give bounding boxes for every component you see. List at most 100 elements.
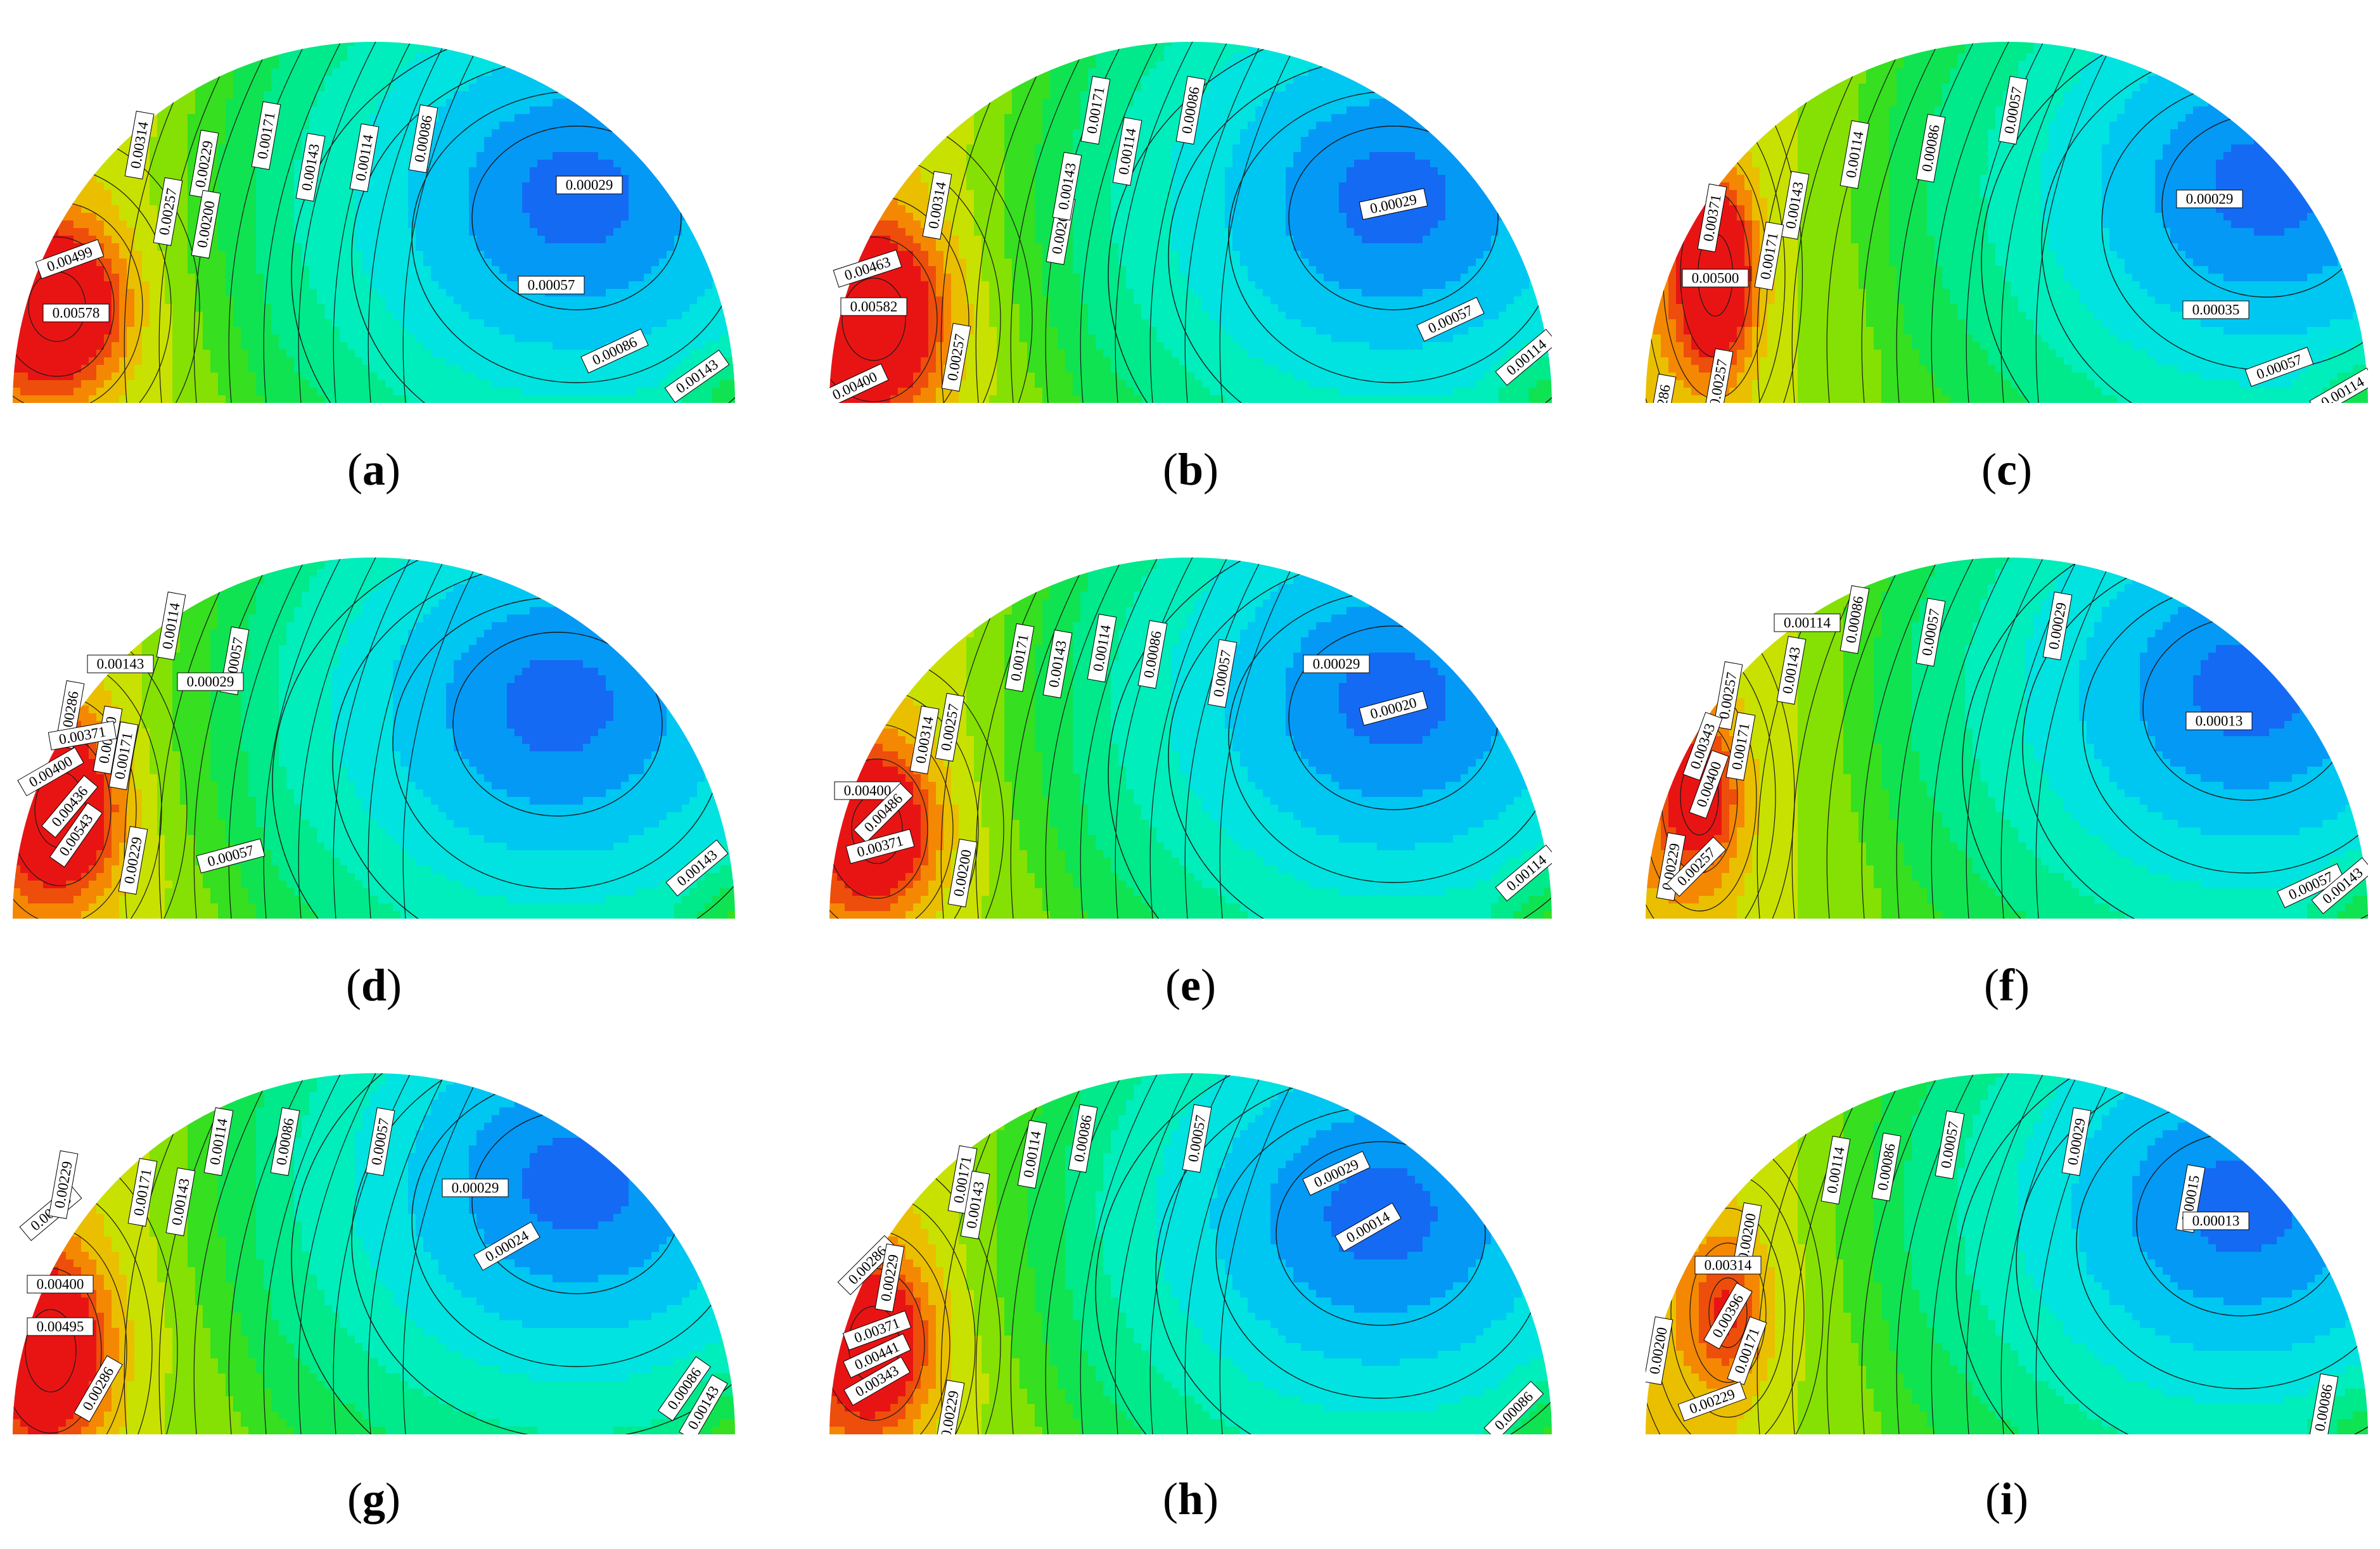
isoline: [333, 42, 425, 403]
isoline: [402, 558, 495, 919]
isoline: [1861, 558, 1954, 919]
caption-letter: e: [1180, 960, 1201, 1010]
panel-caption-b: (b): [1096, 443, 1286, 496]
isoline: [1045, 1073, 1137, 1434]
contour-label: 0.00400: [834, 781, 901, 800]
contour-label: 0.00029: [2176, 189, 2243, 208]
isoline: [2016, 1073, 2368, 1434]
isoline: [1288, 125, 1499, 310]
isoline: [2035, 1073, 2128, 1434]
contour-label: 0.00029: [556, 175, 623, 194]
contour-label-text: 0.00114: [1784, 615, 1831, 631]
contour-label: 0.00143: [87, 654, 154, 673]
contour-label: 0.00229: [118, 825, 148, 895]
caption-letter: f: [1999, 960, 2014, 1010]
isoline: [291, 42, 735, 403]
isoline: [829, 236, 938, 402]
caption-letter: c: [1997, 444, 2017, 495]
contour-label: 0.00495: [27, 1317, 94, 1336]
isoline: [2000, 558, 2093, 919]
contour-panel-h: 0.00171 0.00143 0.00114 0.00086 0.00057 0.000…: [829, 1047, 1552, 1434]
isoline: [1861, 1073, 1954, 1434]
isoline: [1896, 558, 1988, 919]
contour-label-text: 0.00400: [844, 783, 892, 799]
contour-label-text: 0.00314: [1705, 1258, 1752, 1273]
isoline: [1080, 558, 1172, 919]
contour-plot-e: 0.00171 0.00143 0.00114 0.00086 0.00057 0.000…: [829, 558, 1552, 919]
isoline: [298, 42, 390, 403]
contour-field: [1646, 42, 2368, 403]
contour-field: [1646, 558, 2368, 919]
isoline: [228, 42, 321, 403]
isoline: [2022, 558, 2368, 919]
isoline: [1184, 558, 1277, 919]
isoline: [25, 1309, 77, 1393]
isoline: [1896, 1073, 1988, 1434]
isoline: [1826, 1073, 1919, 1434]
isoline: [1184, 1073, 1277, 1434]
contour-label-text: 0.00035: [2192, 302, 2240, 318]
isoline: [1219, 1073, 1312, 1434]
contour-label: 0.00143: [165, 1167, 196, 1237]
contour-label: 0.00057: [365, 1107, 395, 1176]
contour-panel-f: 0.00114 0.00086 0.00057 0.00029 0.00013 0.000…: [1646, 531, 2368, 919]
isoline: [1931, 1073, 2023, 1434]
isoline: [1966, 558, 2058, 919]
isoline: [1219, 558, 1312, 919]
isoline: [291, 1073, 735, 1434]
panel-caption-i: (i): [1912, 1473, 2102, 1526]
isoline: [841, 277, 906, 361]
panel-caption-d: (d): [279, 959, 469, 1012]
isoline: [1115, 1073, 1207, 1434]
isoline: [2000, 1073, 2093, 1434]
isoline: [263, 1073, 355, 1434]
isoline: [228, 1073, 321, 1434]
panel-caption-a: (a): [279, 443, 469, 496]
contour-label: 0.00029: [442, 1178, 509, 1197]
isoline: [1115, 558, 1207, 919]
contour-label-text: 0.00582: [850, 299, 898, 315]
contour-label: 0.00086: [1137, 620, 1168, 689]
isoline: [1962, 558, 2368, 919]
isoline: [1045, 558, 1137, 919]
contour-panel-c: 0.00143 0.00114 0.00086 0.00057 0.00029 0.000…: [1646, 15, 2368, 403]
contour-label-text: 0.00143: [97, 656, 144, 672]
caption-letter: a: [362, 444, 385, 495]
contour-label-text: 0.00013: [2192, 1213, 2240, 1229]
isoline: [1155, 1073, 1552, 1434]
contour-panel-g: 0.00171 0.00143 0.00114 0.00086 0.00057 0.000…: [13, 1047, 735, 1434]
contour-label-text: 0.00495: [37, 1319, 84, 1335]
caption-letter: d: [361, 960, 387, 1010]
isoline: [368, 1073, 460, 1434]
isoline: [1149, 42, 1242, 403]
isoline: [1080, 1073, 1172, 1434]
isoline: [1149, 558, 1242, 919]
contour-label-text: 0.00029: [2186, 191, 2234, 207]
isoline: [1184, 42, 1277, 403]
isoline: [1931, 42, 2023, 403]
contour-label: 0.00314: [1694, 1256, 1762, 1275]
contour-plot-f: 0.00114 0.00086 0.00057 0.000290.000130.000…: [1646, 558, 2368, 919]
contour-label: 0.00578: [42, 303, 110, 322]
isoline: [368, 42, 460, 403]
panel-caption-e: (e): [1096, 959, 1286, 1012]
isoline: [1080, 42, 1172, 403]
contour-field: [829, 1073, 1552, 1434]
contour-plot-a: 0.003140.002570.002290.002000.001710.001…: [13, 42, 735, 403]
contour-label-text: 0.00013: [2196, 713, 2243, 729]
panel-caption-c: (c): [1912, 443, 2102, 496]
panel-caption-f: (f): [1912, 959, 2102, 1012]
contour-panel-a: 0.00314 0.00257 0.00229 0.00200 0.00171 0.001…: [13, 15, 735, 403]
contour-label-text: 0.00057: [528, 277, 575, 293]
isoline: [1931, 558, 2023, 919]
isoline: [1010, 42, 1103, 403]
isoline: [1168, 558, 1552, 919]
isoline: [1010, 1073, 1103, 1434]
contour-panel-i: 0.00114 0.00086 0.00057 0.00029 0.00015 0.000…: [1646, 1047, 2368, 1434]
contour-label-text: 0.00029: [1313, 656, 1360, 672]
isoline: [452, 632, 663, 817]
isoline: [193, 558, 286, 919]
isoline: [1276, 1141, 1486, 1326]
contour-label: 0.00013: [2182, 1211, 2249, 1230]
isoline: [2035, 558, 2128, 919]
